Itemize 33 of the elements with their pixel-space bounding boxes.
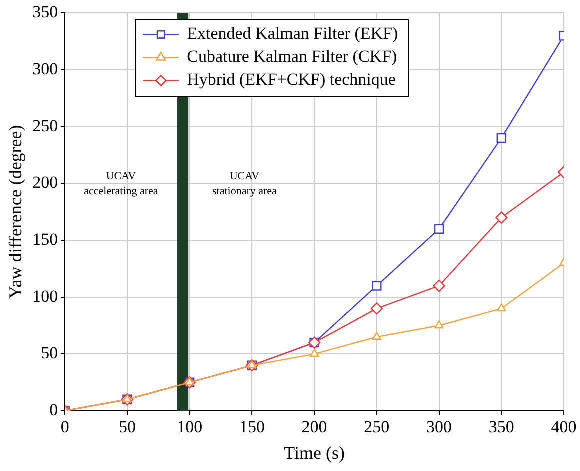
point — [497, 304, 506, 312]
legend-label: Cubature Kalman Filter (CKF) — [187, 47, 398, 66]
point — [496, 133, 506, 144]
legend-label: Hybrid (EKF+CKF) technique — [187, 70, 396, 90]
y-tick-label: 100 — [32, 286, 58, 306]
point — [433, 280, 446, 292]
x-tick-label: 200 — [302, 418, 328, 437]
y-axis-title: Yaw difference (degree) — [6, 125, 26, 299]
y-tick-label: 250 — [32, 116, 58, 136]
y-tick-label: 300 — [32, 59, 58, 78]
x-tick-label: 300 — [426, 418, 452, 437]
x-tick-label: 50 — [118, 418, 136, 437]
annotation: UCAV accelerating area — [84, 170, 158, 198]
x-tick-label: 400 — [551, 418, 577, 437]
y-tick-label: 200 — [32, 173, 58, 192]
y-tick-label: 0 — [50, 400, 58, 420]
point — [496, 212, 508, 224]
y-tick-label: 50 — [41, 344, 58, 363]
point — [372, 281, 382, 291]
point — [434, 320, 444, 329]
y-tick-label: 350 — [32, 2, 58, 22]
point — [310, 349, 320, 358]
x-axis-title: Time (s) — [284, 442, 345, 463]
x-tick-label: 150 — [239, 418, 265, 437]
point — [372, 332, 382, 340]
legend-label: Extended Kalman Filter (EKF) — [187, 24, 398, 44]
point — [434, 224, 444, 234]
x-tick-label: 250 — [364, 418, 390, 437]
point — [370, 302, 384, 315]
x-tick-label: 350 — [488, 418, 514, 437]
y-tick-label: 150 — [32, 230, 58, 249]
annotation: UCAV stationary area — [212, 170, 278, 198]
x-tick-label: 100 — [177, 418, 203, 437]
